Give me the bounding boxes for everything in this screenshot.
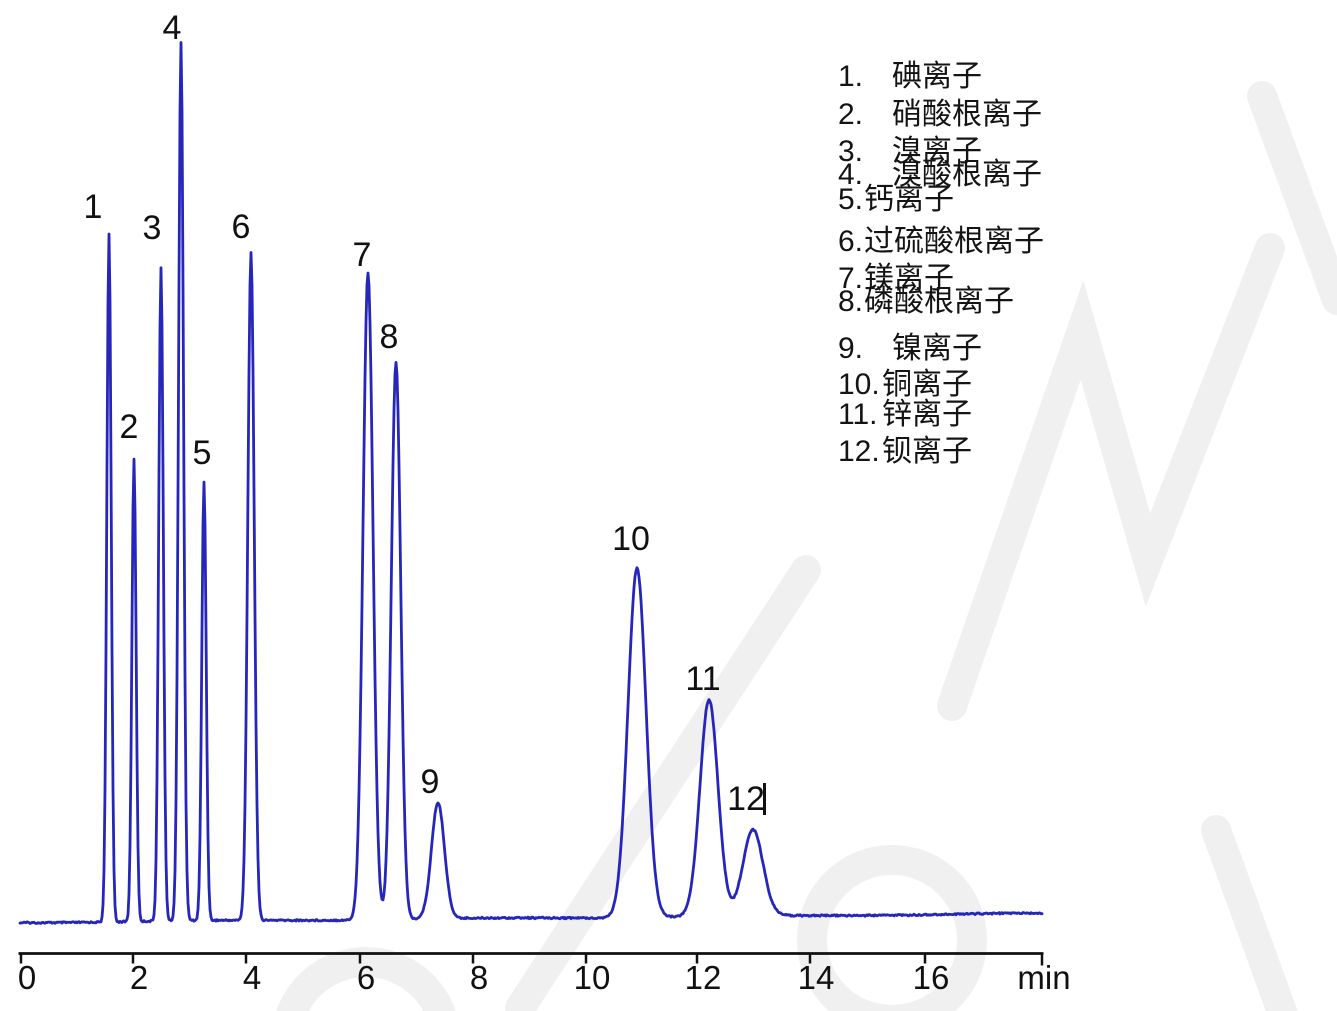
x-axis-tick-label: 2 — [130, 959, 148, 996]
x-axis-tick-label: 8 — [470, 959, 488, 996]
legend-item-name: 磷酸根离子 — [864, 284, 1014, 319]
peak-label-10: 10 — [612, 520, 650, 558]
legend-item-name: 硝酸根离子 — [892, 97, 1042, 132]
watermark — [276, 81, 1337, 1011]
peak-label-1: 1 — [84, 188, 103, 226]
x-axis-tick-label: 0 — [18, 959, 36, 996]
peak-label-7: 7 — [353, 236, 372, 274]
legend-item-2: 2. 硝酸根离子 — [838, 99, 1042, 136]
watermark-stroke — [505, 555, 821, 1011]
peak-label-3: 3 — [143, 209, 162, 247]
peak-label-5: 5 — [193, 434, 212, 472]
legend-item-5: 5.钙离子 — [838, 184, 954, 221]
peak-label-6: 6 — [232, 208, 251, 246]
x-axis-tick-label: 6 — [357, 959, 375, 996]
x-axis-tick-label: 16 — [913, 959, 950, 996]
x-axis: 0 2 4 6 8 10 12 14 16 — [18, 952, 1044, 996]
legend-item-name: 钡离子 — [882, 434, 972, 469]
peak-label-11: 11 — [685, 660, 720, 698]
legend-item-number: 12. — [838, 435, 880, 468]
watermark-circle — [276, 947, 456, 1011]
legend-item-6: 6.过硫酸根离子 — [838, 226, 1044, 263]
x-axis-tick-label: 12 — [685, 959, 722, 996]
x-axis-tick-label: 4 — [243, 959, 261, 996]
legend-item-number: 3. — [838, 135, 864, 168]
legend-item-name: 碘离子 — [892, 59, 982, 94]
chromatogram-trace — [18, 41, 1044, 925]
legend-item-number: 10. — [838, 368, 880, 401]
watermark-stroke — [1247, 81, 1337, 315]
legend-item-name: 过硫酸根离子 — [864, 224, 1044, 259]
legend-item-11: 11. 锌离子 — [838, 399, 972, 436]
legend-item-8: 8.磷酸根离子 — [838, 286, 1014, 323]
x-axis-tick-label: 14 — [798, 959, 835, 996]
legend-item-number: 6. — [838, 225, 864, 258]
peak-label-8: 8 — [380, 318, 399, 356]
legend-item-number: 11. — [838, 398, 878, 431]
legend-item-7: 7.镁离子 — [838, 263, 954, 300]
legend-item-10: 10.铜离子 — [838, 369, 972, 406]
legend-item-number: 1. — [838, 60, 864, 93]
peak-label-2: 2 — [120, 408, 139, 446]
legend-item-4: 4. 溴酸根离子 — [838, 159, 1042, 196]
legend-item-number: 9. — [838, 332, 864, 365]
legend-item-number: 8. — [838, 285, 864, 318]
peak-label-9: 9 — [421, 763, 440, 801]
legend-item-name: 钙离子 — [864, 182, 954, 217]
legend-item-name: 镁离子 — [864, 261, 954, 296]
legend-item-name: 铜离子 — [882, 367, 972, 402]
watermark-stroke — [937, 233, 1285, 721]
legend-item-name: 溴离子 — [892, 134, 982, 169]
text-cursor — [763, 783, 766, 815]
legend-item-number: 5. — [838, 183, 864, 216]
legend-item-number: 7. — [838, 262, 864, 295]
legend-item-12: 12.钡离子 — [838, 436, 972, 473]
legend-item-3: 3. 溴离子 — [838, 136, 982, 173]
x-axis-unit-label: min — [1017, 959, 1070, 996]
peak-label-4: 4 — [163, 9, 182, 47]
legend-item-number: 4. — [838, 158, 864, 191]
legend-item-9: 9. 镍离子 — [838, 333, 982, 370]
x-axis-tick-label: 10 — [574, 959, 611, 996]
legend-item-name: 镍离子 — [892, 331, 982, 366]
legend-item-1: 1. 碘离子 — [838, 61, 982, 98]
watermark-circle — [797, 845, 987, 1011]
legend-item-name: 溴酸根离子 — [892, 157, 1042, 192]
peak-legend: 1. 碘离子 2. 硝酸根离子 3. 溴离子 4. 溴酸根离子 5.钙离子 6.过硫酸根离子 7.镁… — [838, 0, 1318, 1011]
legend-item-number: 2. — [838, 98, 864, 131]
watermark-stroke — [1201, 815, 1298, 1011]
peak-label-12: 12 — [727, 780, 765, 818]
legend-item-name: 锌离子 — [882, 397, 972, 432]
